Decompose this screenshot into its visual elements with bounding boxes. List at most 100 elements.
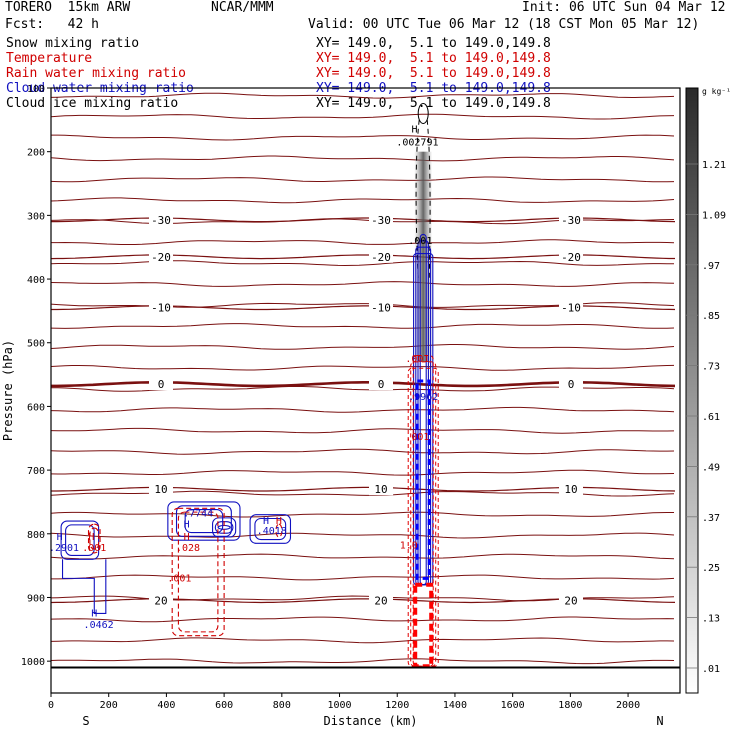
field-name-cloudice: Cloud ice mixing ratio bbox=[6, 96, 179, 111]
isotherm-line bbox=[50, 344, 675, 350]
y-tick-label: 1000 bbox=[21, 657, 45, 668]
isotherm-label: 20 bbox=[564, 595, 577, 608]
contour-label: .001 bbox=[408, 236, 432, 247]
y-tick-label: 600 bbox=[27, 402, 45, 413]
rain-contour bbox=[413, 582, 434, 669]
contour-label: .2901 bbox=[49, 543, 79, 554]
isotherm-line bbox=[51, 239, 675, 245]
isotherm-label: -30 bbox=[371, 214, 391, 227]
init-time: Init: 06 UTC Sun 04 Mar 12 bbox=[522, 0, 726, 15]
cloud-water-contour bbox=[184, 509, 224, 534]
cloud-water-contour bbox=[167, 501, 241, 541]
field-xy-temperature: XY= 149.0, 5.1 to 149.0,149.8 bbox=[316, 51, 551, 66]
isotherm-label-bg bbox=[369, 594, 393, 607]
y-tick-label: 700 bbox=[27, 466, 45, 477]
rain-contour bbox=[177, 511, 219, 633]
isotherm-label-bg bbox=[149, 378, 173, 391]
isotherm-label-bg bbox=[559, 301, 583, 314]
field-xy-rain: XY= 149.0, 5.1 to 149.0,149.8 bbox=[316, 66, 551, 81]
isotherm-label: 0 bbox=[568, 378, 575, 391]
field-xy-snow: XY= 149.0, 5.1 to 149.0,149.8 bbox=[316, 36, 551, 51]
isotherm-label: -30 bbox=[561, 214, 581, 227]
contour-label: .001 bbox=[405, 354, 429, 365]
contour-label: .001 bbox=[167, 574, 191, 585]
contour-label: H bbox=[263, 516, 269, 527]
colorbar-unit: g kg⁻¹ bbox=[702, 87, 731, 96]
contour-label: H bbox=[57, 532, 63, 543]
y-tick-label: 200 bbox=[27, 148, 45, 159]
isotherm-label: 20 bbox=[374, 595, 387, 608]
contour-label: .4018 bbox=[257, 526, 287, 537]
isotherm-label-bg bbox=[149, 483, 173, 496]
isotherm-label: 0 bbox=[158, 378, 165, 391]
rain-contour bbox=[171, 507, 225, 637]
x-tick-label: 2000 bbox=[616, 700, 640, 711]
isotherm-line bbox=[50, 113, 675, 120]
rain-contour bbox=[410, 361, 437, 667]
y-axis-label: Pressure (hPa) bbox=[1, 340, 15, 441]
isotherm-line bbox=[50, 323, 675, 329]
isotherm-label-bg bbox=[369, 213, 393, 226]
rain-contour bbox=[87, 523, 101, 554]
isotherm-label-bg bbox=[369, 483, 393, 496]
isotherm-line bbox=[50, 281, 675, 287]
colorbar-label: .61 bbox=[702, 412, 720, 423]
isotherm-label: -10 bbox=[371, 302, 391, 315]
colorbar-label: .13 bbox=[702, 614, 720, 625]
isotherm-label: 10 bbox=[564, 483, 577, 496]
x-tick-label: 1800 bbox=[558, 700, 582, 711]
isotherm-label-bg bbox=[149, 213, 173, 226]
field-name-rain: Rain water mixing ratio bbox=[6, 66, 187, 81]
contour-label: .001 bbox=[82, 543, 106, 554]
x-tick-label: 0 bbox=[48, 700, 54, 711]
rain-contour bbox=[89, 527, 100, 550]
isotherm-line bbox=[50, 92, 675, 99]
isotherm-line bbox=[51, 134, 675, 141]
isotherm-label: -10 bbox=[151, 302, 171, 315]
colorbar-label: .49 bbox=[702, 462, 720, 473]
x-tick-label: 200 bbox=[100, 700, 118, 711]
model-name: TORERO 15km ARW bbox=[5, 0, 131, 15]
isotherm-line bbox=[50, 427, 675, 434]
isotherm-line bbox=[50, 155, 675, 162]
y-tick-label: 900 bbox=[27, 593, 45, 604]
rain-contour bbox=[407, 367, 439, 667]
isotherm-line bbox=[50, 176, 675, 183]
colorbar-label: 1.21 bbox=[702, 160, 726, 171]
isotherm-line bbox=[50, 469, 675, 476]
contour-label: .028 bbox=[176, 543, 200, 554]
isotherm-line bbox=[50, 448, 675, 455]
isotherm-line bbox=[50, 364, 675, 371]
forecast-hour: Fcst: 42 h bbox=[5, 17, 99, 32]
isotherm-line bbox=[50, 658, 675, 665]
contour-label: H bbox=[88, 532, 94, 543]
isotherm-label: -20 bbox=[561, 251, 581, 264]
y-tick-label: 400 bbox=[27, 275, 45, 286]
isotherm-label-bg bbox=[559, 213, 583, 226]
x-tick-label: 400 bbox=[157, 700, 175, 711]
isotherm-label: -10 bbox=[561, 302, 581, 315]
cloud-water-contour bbox=[254, 517, 287, 541]
cloud-water-contour bbox=[65, 524, 95, 556]
contour-label: .9962 bbox=[408, 392, 438, 403]
isotherm-label: 20 bbox=[154, 595, 167, 608]
field-name-temperature: Temperature bbox=[6, 51, 93, 66]
contour-label: H bbox=[91, 609, 97, 620]
x-tick-label: 600 bbox=[215, 700, 233, 711]
colorbar-label: .73 bbox=[702, 362, 720, 373]
x-tick-label: 800 bbox=[273, 700, 291, 711]
isotherm-label-bg bbox=[559, 483, 583, 496]
isotherm-line bbox=[50, 553, 675, 560]
cloud-water-contour bbox=[249, 514, 292, 544]
isotherm-label: -30 bbox=[151, 214, 171, 227]
isotherm-label-bg bbox=[149, 301, 173, 314]
colorbar-label: .85 bbox=[702, 311, 720, 322]
snow-shading bbox=[414, 151, 433, 362]
cloud-water-contour bbox=[60, 520, 100, 560]
isotherm-label-bg bbox=[149, 594, 173, 607]
colorbar-label: .97 bbox=[702, 261, 720, 272]
center-name: NCAR/MMM bbox=[211, 0, 274, 15]
contour-label: .7744 bbox=[183, 509, 213, 520]
contour-label: 1.0 bbox=[400, 540, 418, 551]
